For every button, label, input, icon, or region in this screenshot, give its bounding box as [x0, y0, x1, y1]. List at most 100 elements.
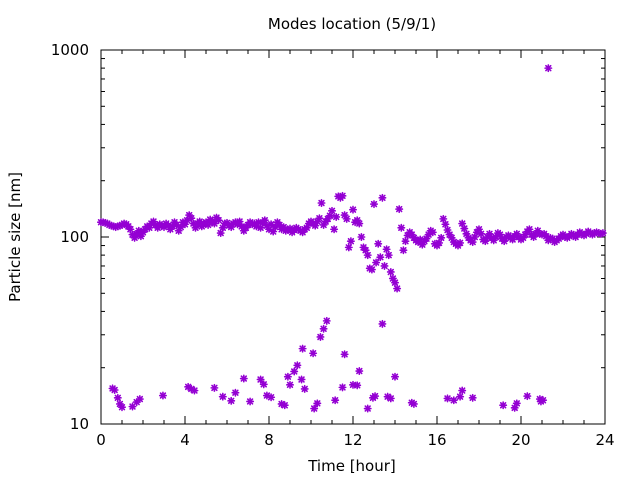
data-point — [378, 319, 387, 328]
data-point — [355, 367, 364, 376]
data-point — [340, 350, 349, 359]
data-point — [344, 243, 353, 252]
data-point — [382, 245, 391, 254]
data-point — [357, 233, 366, 241]
data-point — [256, 375, 265, 384]
data-point — [428, 228, 437, 237]
data-point — [449, 396, 458, 405]
data-point — [259, 380, 268, 389]
data-point — [110, 385, 119, 394]
data-point — [348, 205, 358, 214]
data-point — [128, 402, 137, 411]
data-point — [512, 399, 521, 408]
data-point — [338, 383, 347, 392]
data-point — [260, 216, 269, 225]
data-point — [300, 384, 309, 393]
y-axis-label: Particle size [nm] — [6, 172, 24, 302]
x-tick-label: 24 — [595, 431, 614, 449]
data-point — [310, 404, 319, 413]
data-point — [386, 267, 395, 276]
y-tick-label: 100 — [60, 228, 89, 246]
data-point — [378, 193, 387, 202]
data-point — [113, 393, 122, 402]
data-point — [218, 392, 227, 401]
data-point — [371, 392, 380, 401]
x-tick-label: 0 — [96, 431, 106, 449]
data-point — [246, 397, 255, 406]
data-point — [395, 205, 404, 214]
data-point — [477, 229, 486, 238]
data-point — [283, 372, 292, 381]
x-tick-label: 4 — [180, 431, 190, 449]
x-tick-label: 8 — [264, 431, 274, 449]
data-point — [313, 399, 322, 408]
data-point — [443, 394, 452, 403]
data-point — [369, 200, 379, 209]
data-point — [363, 251, 372, 260]
data-point — [319, 324, 328, 333]
data-point — [401, 237, 410, 246]
data-point — [158, 391, 167, 400]
data-point — [267, 393, 276, 402]
data-point — [231, 388, 240, 397]
x-axis-ticks: 0 4 8 12 16 20 24 — [96, 50, 615, 449]
data-point — [422, 234, 431, 243]
data-point — [338, 191, 347, 200]
data-point — [342, 214, 351, 223]
data-point — [598, 229, 607, 238]
data-point — [380, 261, 389, 270]
data-point — [456, 392, 465, 401]
data-point — [485, 229, 494, 238]
data-point — [367, 265, 376, 274]
data-point — [290, 367, 299, 376]
data-point — [346, 237, 355, 246]
data-point — [298, 344, 307, 353]
data-point — [456, 238, 465, 247]
data-point — [132, 398, 141, 407]
x-tick-label: 16 — [427, 431, 446, 449]
data-point — [136, 232, 145, 241]
data-point — [327, 206, 337, 215]
data-point — [390, 278, 400, 287]
data-point — [363, 404, 372, 413]
data-point — [316, 332, 325, 341]
data-point — [322, 316, 331, 325]
data-point — [441, 220, 450, 229]
data-point — [214, 216, 223, 225]
data-point — [332, 212, 341, 221]
data-point — [190, 386, 199, 395]
data-point — [372, 258, 381, 267]
data-point — [355, 219, 364, 228]
data-point — [210, 383, 219, 392]
data-point — [353, 381, 362, 390]
data-point — [317, 198, 326, 207]
data-point — [315, 214, 324, 223]
data-point — [210, 219, 219, 228]
data-point — [239, 374, 248, 383]
data-point — [374, 239, 383, 248]
data-point — [390, 372, 400, 381]
data-point — [409, 399, 418, 408]
data-point — [386, 394, 395, 403]
data-point — [399, 246, 408, 255]
data-point — [227, 396, 236, 405]
data-point — [544, 64, 553, 73]
data-point — [118, 403, 126, 412]
data-point — [393, 284, 402, 293]
data-point — [330, 225, 339, 234]
chart-title: Modes location (5/9/1) — [268, 15, 436, 33]
data-point — [499, 401, 508, 410]
data-point — [437, 233, 446, 242]
data-point — [458, 386, 467, 395]
y-tick-label: 10 — [70, 415, 89, 433]
data-point — [523, 392, 532, 401]
data-point — [293, 361, 302, 370]
data-point — [135, 395, 144, 404]
data-point — [397, 223, 406, 232]
data-point — [468, 393, 477, 402]
data-point — [384, 251, 393, 260]
data-point — [309, 349, 318, 358]
data-point — [331, 396, 340, 405]
